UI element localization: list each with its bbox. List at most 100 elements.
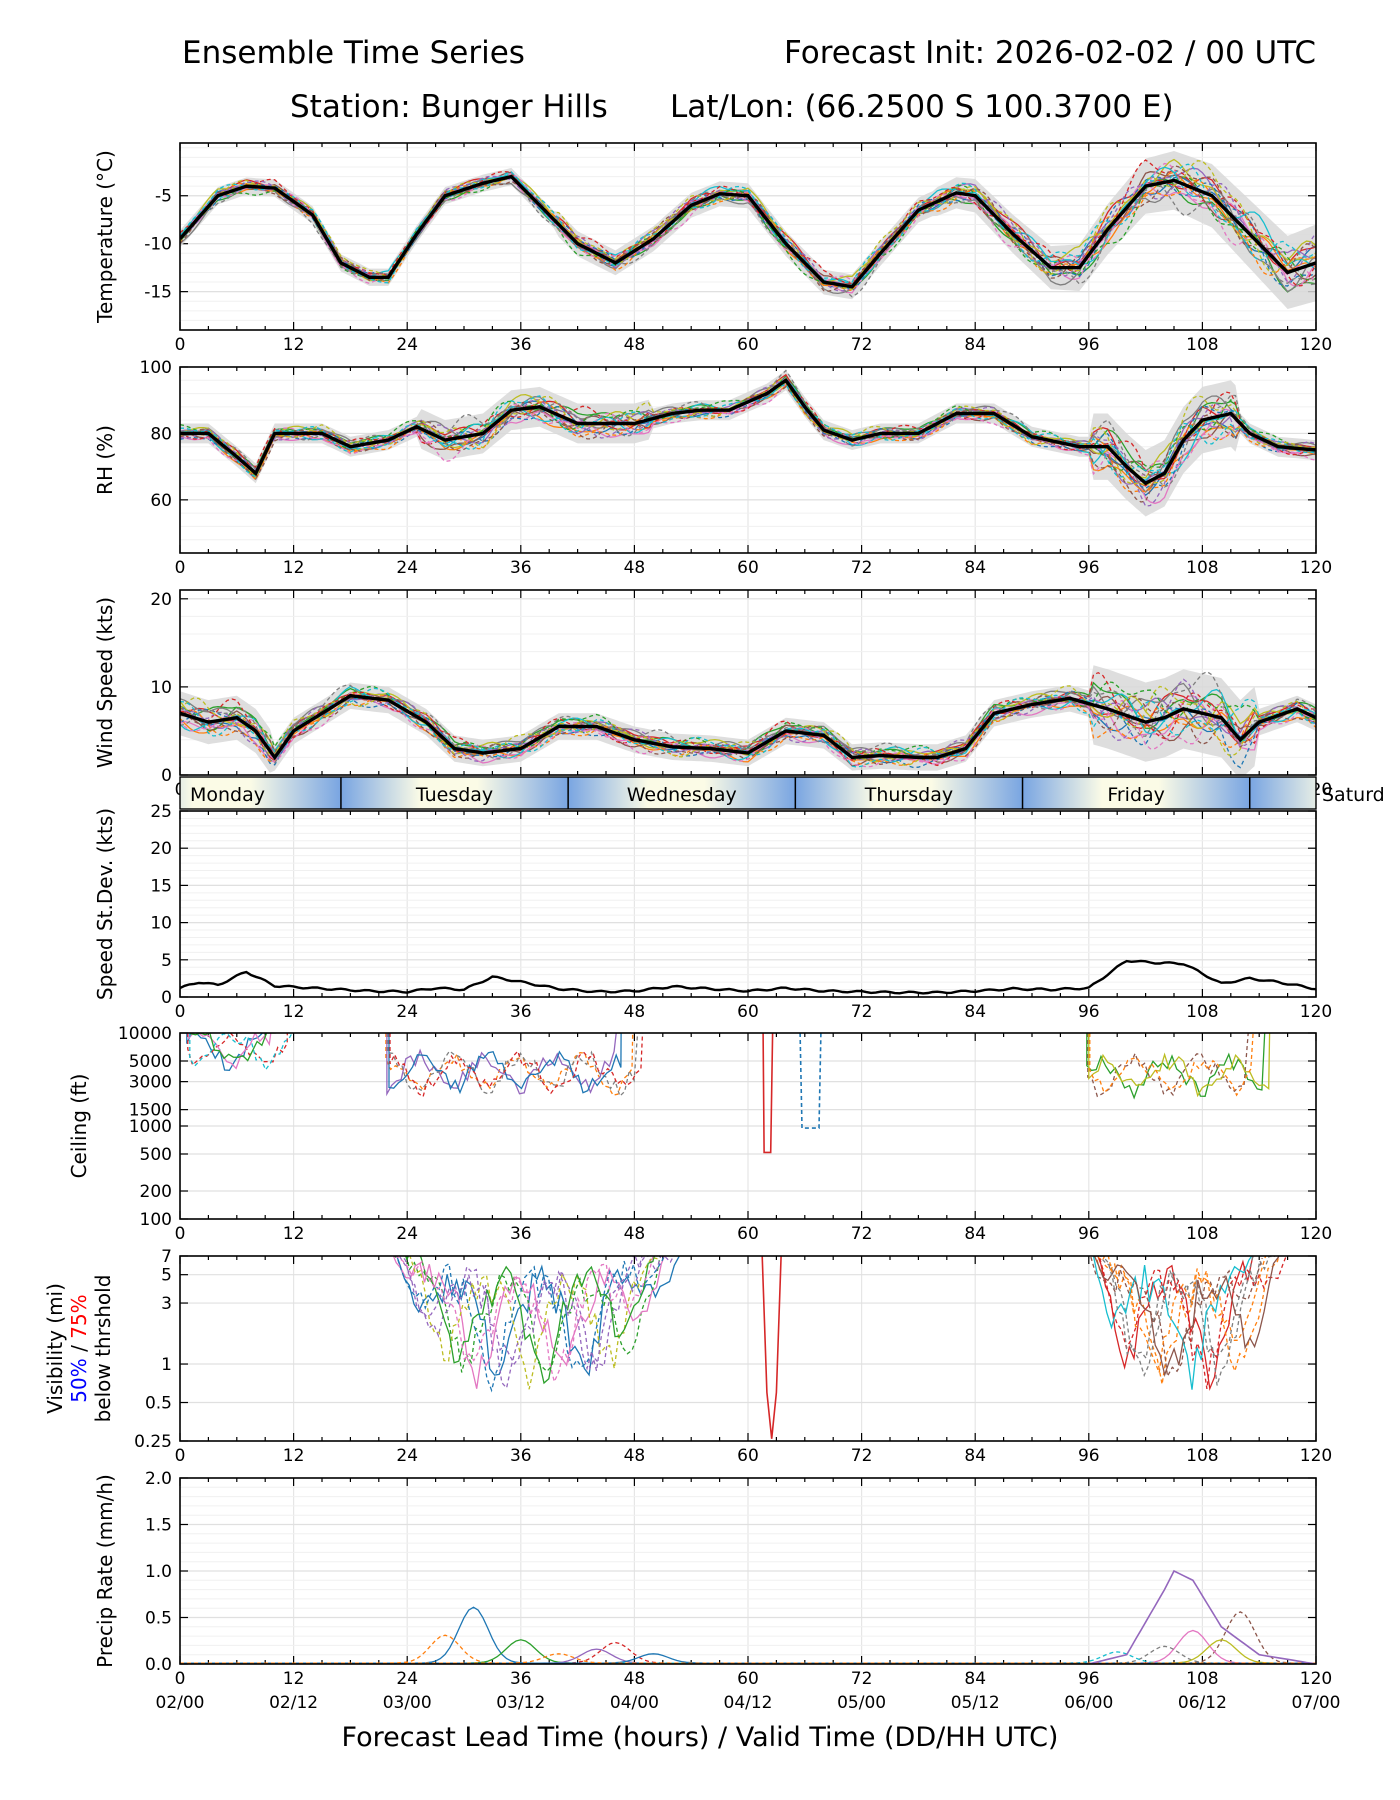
stdev-line	[179, 959, 1317, 995]
x-tick-label: 12	[283, 1669, 305, 1689]
member-line	[180, 383, 1316, 478]
x-tick-label: 48	[624, 1446, 646, 1466]
x-tick-label: 120	[1300, 1446, 1332, 1466]
y-tick-label: 80	[150, 424, 172, 444]
valid-time-label: 04/12	[724, 1693, 773, 1713]
member-line	[180, 685, 1316, 766]
y-tick-label: 3	[161, 1294, 172, 1314]
day-segment	[795, 777, 1023, 809]
visibility-member-line	[409, 1256, 659, 1390]
x-tick-label: 24	[396, 1224, 418, 1244]
precip-max-member-line	[1088, 1569, 1316, 1664]
x-tick-label: 120	[1300, 1669, 1332, 1689]
visibility-threshold-line	[761, 1256, 782, 1439]
y-tick-label: 200	[140, 1182, 172, 1202]
valid-time-label: 02/12	[269, 1693, 318, 1713]
y-tick-label: -5	[155, 187, 172, 207]
ceiling-member-line	[389, 1033, 644, 1098]
x-tick-label: 96	[1078, 558, 1100, 578]
x-tick-label: 12	[283, 1002, 305, 1022]
member-line	[180, 175, 1316, 292]
x-tick-label: 72	[851, 1669, 873, 1689]
x-tick-label: 72	[851, 1224, 873, 1244]
x-tick-label: 48	[624, 1002, 646, 1022]
day-label-wednesday: Wednesday	[627, 784, 737, 806]
x-tick-label: 60	[737, 1446, 759, 1466]
ceiling-member-line	[799, 1033, 822, 1129]
y-tick-label: 10	[150, 914, 172, 934]
ceiling-threshold-line	[762, 1033, 774, 1154]
visibility-members	[392, 1256, 1287, 1439]
day-bar-frame	[179, 776, 1317, 810]
precip-member-line	[180, 1653, 1316, 1664]
y-tick-label: 1.5	[145, 1516, 172, 1536]
y-tick-label: 0.0	[145, 1655, 172, 1675]
y-tick-label: 100	[140, 1210, 172, 1230]
ensemble-mean-line	[180, 693, 1316, 761]
visibility-member-line	[398, 1256, 643, 1390]
x-tick-label: 96	[1078, 1002, 1100, 1022]
panel-frame	[179, 366, 1317, 554]
x-axis-label: Forecast Lead Time (hours) / Valid Time …	[342, 1722, 1059, 1753]
y-tick-label: 5000	[129, 1052, 172, 1072]
x-tick-label: 96	[1078, 1446, 1100, 1466]
y-tick-label: 5	[161, 1266, 172, 1286]
visibility-member-line	[1096, 1256, 1280, 1376]
x-tick-label: 12	[283, 1224, 305, 1244]
member-line	[180, 377, 1316, 487]
x-tick-label: 0	[175, 335, 186, 355]
valid-time-label: 06/00	[1064, 1693, 1113, 1713]
visibility-member-line	[1100, 1256, 1254, 1378]
visibility-member-line	[395, 1256, 665, 1393]
x-tick-label: 0	[175, 1669, 186, 1689]
member-line	[180, 671, 1316, 767]
y-tick-label: 20	[150, 590, 172, 610]
x-tick-label: 96	[1078, 1224, 1100, 1244]
ceiling-member-line	[1089, 1033, 1254, 1097]
x-tick-label: 60	[737, 1669, 759, 1689]
y-tick-label: 60	[150, 491, 172, 511]
visibility-member-line	[1092, 1256, 1253, 1390]
day-label-thursday: Thursday	[864, 784, 953, 806]
y-tick-label: -10	[144, 235, 172, 255]
ceiling-member-line	[187, 1033, 288, 1067]
y-tick-label: 0	[161, 988, 172, 1008]
y-tick-label: 100	[140, 358, 172, 378]
legend-sep: /	[67, 1339, 91, 1358]
x-tick-label: 108	[1186, 1224, 1218, 1244]
visibility-member-line	[394, 1256, 661, 1373]
x-tick-label: 120	[1300, 1224, 1332, 1244]
x-tick-label: 60	[737, 558, 759, 578]
y-tick-label: 1	[161, 1355, 172, 1375]
x-tick-label: 36	[510, 1669, 532, 1689]
x-tick-label: 108	[1186, 1669, 1218, 1689]
x-tick-label: 120	[1300, 1002, 1332, 1022]
ceiling-members	[186, 1033, 1271, 1154]
day-label-friday: Friday	[1107, 784, 1165, 806]
station-title: Station: Bunger Hills	[290, 89, 608, 125]
p75-label: 75%	[67, 1294, 91, 1338]
y-tick-label: 500	[140, 1145, 172, 1165]
member-line	[180, 164, 1316, 292]
latlon-title: Lat/Lon: (66.2500 S 100.3700 E)	[670, 89, 1174, 125]
y-tick-label: 25	[150, 802, 172, 822]
day-segment	[1022, 777, 1250, 809]
ensemble-mean-line	[180, 174, 1316, 289]
panel-frame	[179, 1477, 1317, 1665]
y-tick-label: 15	[150, 876, 172, 896]
valid-time-label: 02/00	[156, 1693, 205, 1713]
y-tick-label: 0.5	[145, 1394, 172, 1414]
y-tick-label: 0	[161, 766, 172, 786]
y-axis-label-visibility: Visibility (mi)	[43, 1283, 67, 1414]
x-tick-label: 72	[851, 558, 873, 578]
y-axis-label-stdev: Speed St.Dev. (kts)	[93, 808, 117, 1000]
x-tick-label: 60	[737, 1224, 759, 1244]
x-tick-label: 12	[283, 1446, 305, 1466]
y-tick-label: 20	[150, 839, 172, 859]
x-tick-label: 108	[1186, 335, 1218, 355]
panel-visibility: 0 12 24 36 48 60 72 84 96 108 120 0.25 0.5 1 3 57 Visibi…	[43, 1247, 1332, 1466]
panel-temperature: 0 12 24 36 48 60 72 84 96 108 120 -15 -10 -5 Temperatu…	[93, 142, 1332, 355]
panel-precip: 0 12 24 36 48 60 72 84 96 108 120 0.0 0.5 1.0 1.5 2.0 Pr…	[93, 1469, 1341, 1713]
day-segment	[1249, 777, 1316, 809]
ensemble-rh	[180, 369, 1316, 517]
